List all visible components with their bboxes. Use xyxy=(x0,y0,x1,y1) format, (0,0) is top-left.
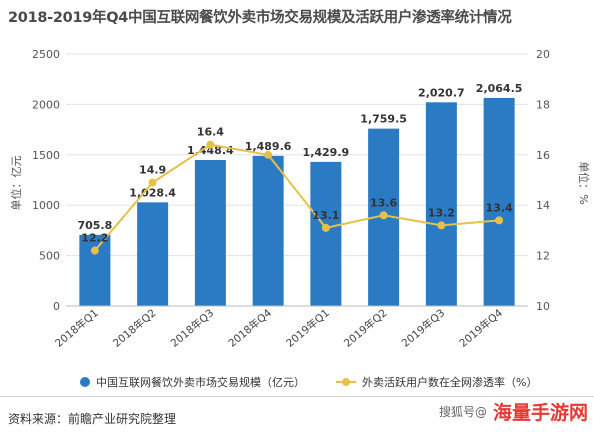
line-point xyxy=(264,150,273,159)
bar xyxy=(310,161,342,306)
x-axis: 2018年Q1 2018年Q2 2018年Q3 2018年Q4 2019年Q1 2019年… xyxy=(52,305,528,350)
y2-axis-label: 单位：% xyxy=(577,161,591,204)
line-series: 12.2 14.9 16.4 13.1 13.6 13.2 13.4 xyxy=(81,126,513,255)
legend-bar-label: 中国互联网餐饮外卖市场交易规模（亿元） xyxy=(96,376,305,389)
bar-value-label: 1,489.6 xyxy=(245,140,292,153)
bar-value-label: 2,020.7 xyxy=(418,86,465,99)
legend-item-line: 外卖活跃用户数在全网渗透率（%） xyxy=(336,374,537,390)
x-tick-label: 2019年Q2 xyxy=(341,306,389,349)
y-tick-label: 0 xyxy=(53,300,60,313)
y2-tick-label: 18 xyxy=(536,98,550,111)
left-axis: 0 500 1000 1500 2000 2500 xyxy=(32,48,60,313)
legend-line-label: 外卖活跃用户数在全网渗透率（%） xyxy=(362,376,538,389)
line-point xyxy=(90,246,99,255)
y-tick-label: 2500 xyxy=(32,48,60,61)
x-tick-label: 2018年Q4 xyxy=(226,306,275,350)
y2-tick-label: 12 xyxy=(536,250,550,263)
footer-divider xyxy=(0,396,594,397)
line-value-label: 13.2 xyxy=(428,206,455,219)
bar xyxy=(194,160,226,306)
x-tick-label: 2018年Q3 xyxy=(168,306,216,349)
line-value-label: 13.6 xyxy=(370,196,397,209)
line-value-label: 14.9 xyxy=(139,164,166,177)
line-point xyxy=(321,223,330,232)
line-point xyxy=(379,211,388,220)
bar-value-label: 1,759.5 xyxy=(360,113,407,126)
watermark-brand: 海量手游网 xyxy=(492,402,588,424)
chart-title: 2018-2019年Q4中国互联网餐饮外卖市场交易规模及活跃用户渗透率统计情况 xyxy=(8,10,512,26)
watermark-corner: 搜狐号@ 海量手游网 xyxy=(439,398,588,425)
y2-tick-label: 16 xyxy=(536,149,550,162)
line-value-label: 13.4 xyxy=(486,201,513,214)
bar-value-label: 1,429.9 xyxy=(303,146,350,159)
legend-item-bar: 中国互联网餐饮外卖市场交易规模（亿元） xyxy=(80,374,305,390)
bar xyxy=(425,102,457,306)
bar-value-label: 705.8 xyxy=(77,219,112,232)
y-tick-label: 1000 xyxy=(32,199,60,212)
bar xyxy=(137,202,169,306)
y-axis-label: 单位：亿元 xyxy=(9,156,23,211)
bar xyxy=(252,155,284,306)
bar-series: 705.81,028.41,448.4 1,489.6 1,429.91,759.5… xyxy=(77,82,522,306)
y-tick-label: 1500 xyxy=(32,149,60,162)
right-axis: 10 12 14 16 18 20 xyxy=(536,48,550,313)
line-path xyxy=(94,143,500,252)
x-tick-label: 2019年Q3 xyxy=(399,306,447,349)
bar-value-label: 2,064.5 xyxy=(476,82,523,95)
line-point xyxy=(206,140,215,149)
y2-tick-label: 20 xyxy=(536,48,550,61)
bar xyxy=(483,97,515,306)
line-value-label: 13.1 xyxy=(312,209,339,222)
line-value-label: 12.2 xyxy=(81,232,108,245)
legend: 中国互联网餐饮外卖市场交易规模（亿元） 外卖活跃用户数在全网渗透率（%） xyxy=(0,372,594,392)
line-point xyxy=(148,178,157,187)
line-point xyxy=(437,221,446,230)
line-point xyxy=(495,216,504,225)
bar-value-label: 1,028.4 xyxy=(129,186,176,199)
x-tick-label: 2018年Q2 xyxy=(110,306,158,349)
legend-line-swatch xyxy=(336,377,356,387)
source-note: 资料来源：前瞻产业研究院整理 xyxy=(8,412,177,426)
y-tick-label: 2000 xyxy=(32,98,60,111)
y2-tick-label: 14 xyxy=(536,199,550,212)
bar xyxy=(79,234,111,306)
y2-tick-label: 10 xyxy=(536,300,550,313)
legend-bar-swatch xyxy=(80,377,90,387)
x-tick-label: 2019年Q4 xyxy=(457,306,506,350)
watermark-search-text: 搜狐号@ xyxy=(438,405,487,419)
x-tick-label: 2019年Q1 xyxy=(283,306,331,349)
y-tick-label: 500 xyxy=(39,250,60,263)
line-value-label: 16.4 xyxy=(197,126,224,139)
